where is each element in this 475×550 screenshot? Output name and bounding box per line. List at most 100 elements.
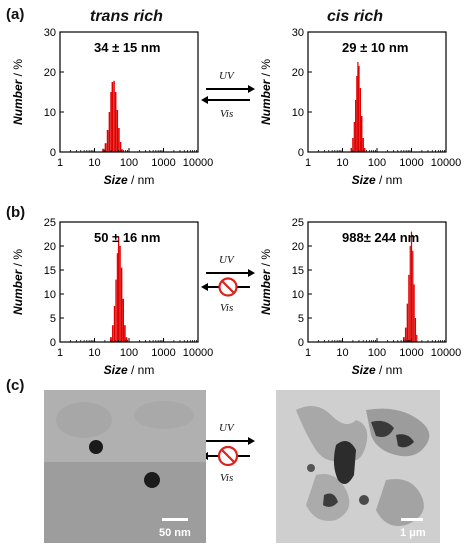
histogram-bar [357, 62, 359, 152]
histogram-bar [119, 246, 121, 342]
y-axis-label-var: Number [259, 78, 273, 125]
x-tick-label: 1 [57, 157, 63, 169]
y-tick-label: 25 [44, 217, 56, 229]
x-axis-label-var: Size [104, 363, 128, 377]
y-tick-label: 0 [50, 147, 56, 159]
chart-a-left: 0 10 20 30 1 10 100 1000 10000 Size / nm Number / … [11, 27, 214, 187]
vis-label-c: Vis [220, 472, 234, 484]
y-axis-label: Number / % [259, 249, 273, 315]
x-axis-label: Size / nm [104, 173, 155, 187]
vis-label-b: Vis [220, 302, 234, 314]
histogram-bar [121, 149, 123, 152]
size-annotation: 29 ± 10 nm [342, 40, 408, 55]
size-annotation: 988± 244 nm [342, 230, 419, 245]
y-axis-label: Number / % [259, 59, 273, 125]
panel-label-b: (b) [6, 204, 26, 221]
uv-label-b: UV [219, 254, 234, 266]
forward-arrow-icon [201, 85, 255, 104]
histogram-bar [122, 298, 125, 342]
histogram-bar [353, 122, 355, 152]
histogram-bar [125, 337, 128, 342]
y-axis-label-unit: / % [11, 249, 25, 270]
y-tick-label: 20 [292, 241, 304, 253]
size-annotation: 34 ± 15 nm [94, 40, 160, 55]
y-axis-label: Number / % [11, 249, 25, 315]
histogram-bar [118, 128, 120, 152]
x-tick-label: 1000 [399, 157, 423, 169]
panel-label-a: (a) [6, 6, 25, 23]
x-axis-label-unit: / nm [128, 173, 155, 187]
x-tick-label: 1 [305, 157, 311, 169]
histogram-bar [352, 138, 354, 152]
x-tick-label: 1 [305, 347, 311, 359]
x-tick-label: 100 [120, 157, 138, 169]
y-axis-label-var: Number [11, 268, 25, 315]
y-axis-label-unit: / % [259, 249, 273, 270]
histogram-bar [124, 325, 126, 342]
vis-label-a: Vis [220, 108, 234, 120]
x-axis-label-unit: / nm [376, 363, 403, 377]
histogram-bar [116, 110, 119, 152]
histogram-bar [120, 267, 123, 342]
histogram-bar [409, 246, 411, 342]
y-tick-label: 30 [292, 27, 304, 39]
column-title-right: cis rich [327, 8, 384, 25]
x-tick-label: 1000 [151, 347, 175, 359]
histogram-bar [359, 88, 362, 152]
y-tick-label: 20 [292, 67, 304, 79]
arrows-c: UV Vis [200, 420, 256, 492]
uv-label-c: UV [219, 422, 234, 434]
tem-micrograph-trans: 50 nm [44, 390, 206, 543]
uv-label-a: UV [219, 70, 234, 82]
histogram-bar [406, 303, 409, 342]
blocked-reverse-arrow-icon [201, 437, 255, 467]
x-tick-label: 1 [57, 347, 63, 359]
panel-label-c: (c) [6, 377, 25, 394]
blocked-reverse-arrow-icon [201, 269, 255, 297]
histogram-bar [413, 284, 415, 342]
x-tick-label: 1000 [151, 157, 175, 169]
histogram-bar [358, 66, 360, 152]
x-tick-label: 100 [120, 347, 138, 359]
histogram-bar [356, 76, 358, 152]
x-tick-label: 1000 [399, 347, 423, 359]
y-tick-label: 10 [292, 289, 304, 301]
x-tick-label: 10000 [431, 157, 462, 169]
histogram-bar [408, 274, 410, 342]
histogram-bar [110, 337, 112, 342]
y-tick-label: 15 [44, 265, 56, 277]
x-axis-label: Size / nm [352, 173, 403, 187]
histogram-bar [102, 148, 105, 152]
histogram-bar [114, 92, 117, 152]
y-tick-label: 10 [44, 107, 56, 119]
y-tick-label: 15 [292, 265, 304, 277]
x-tick-label: 10000 [183, 157, 214, 169]
histogram-bar [104, 143, 107, 152]
histogram-bar [416, 334, 418, 342]
histogram-bar [355, 100, 357, 152]
y-tick-label: 10 [292, 107, 304, 119]
y-axis-label-unit: / % [259, 59, 273, 80]
x-tick-label: 10 [88, 157, 100, 169]
y-tick-label: 0 [298, 147, 304, 159]
size-annotation: 50 ± 16 nm [94, 230, 160, 245]
x-tick-label: 10000 [183, 347, 214, 359]
histogram-bar [111, 82, 114, 152]
x-tick-label: 10 [336, 157, 348, 169]
x-axis-label: Size / nm [104, 363, 155, 377]
x-tick-label: 10 [88, 347, 100, 359]
histogram-bar [113, 80, 115, 152]
tem-micrograph-cis: 1 μm [276, 390, 440, 543]
tem-image-trans: 50 nm [44, 390, 206, 543]
x-tick-label: 10000 [431, 347, 462, 359]
x-tick-label: 100 [368, 347, 386, 359]
histogram-bar [414, 318, 417, 342]
arrows-a: UV Vis [200, 68, 256, 128]
x-axis-label-var: Size [352, 363, 376, 377]
x-axis-label-var: Size [352, 173, 376, 187]
y-axis-label-var: Number [11, 78, 25, 125]
histogram-bar [364, 148, 366, 152]
histogram-bar [362, 138, 364, 152]
histogram-bar [116, 253, 118, 342]
arrows-b: UV Vis [200, 252, 256, 322]
